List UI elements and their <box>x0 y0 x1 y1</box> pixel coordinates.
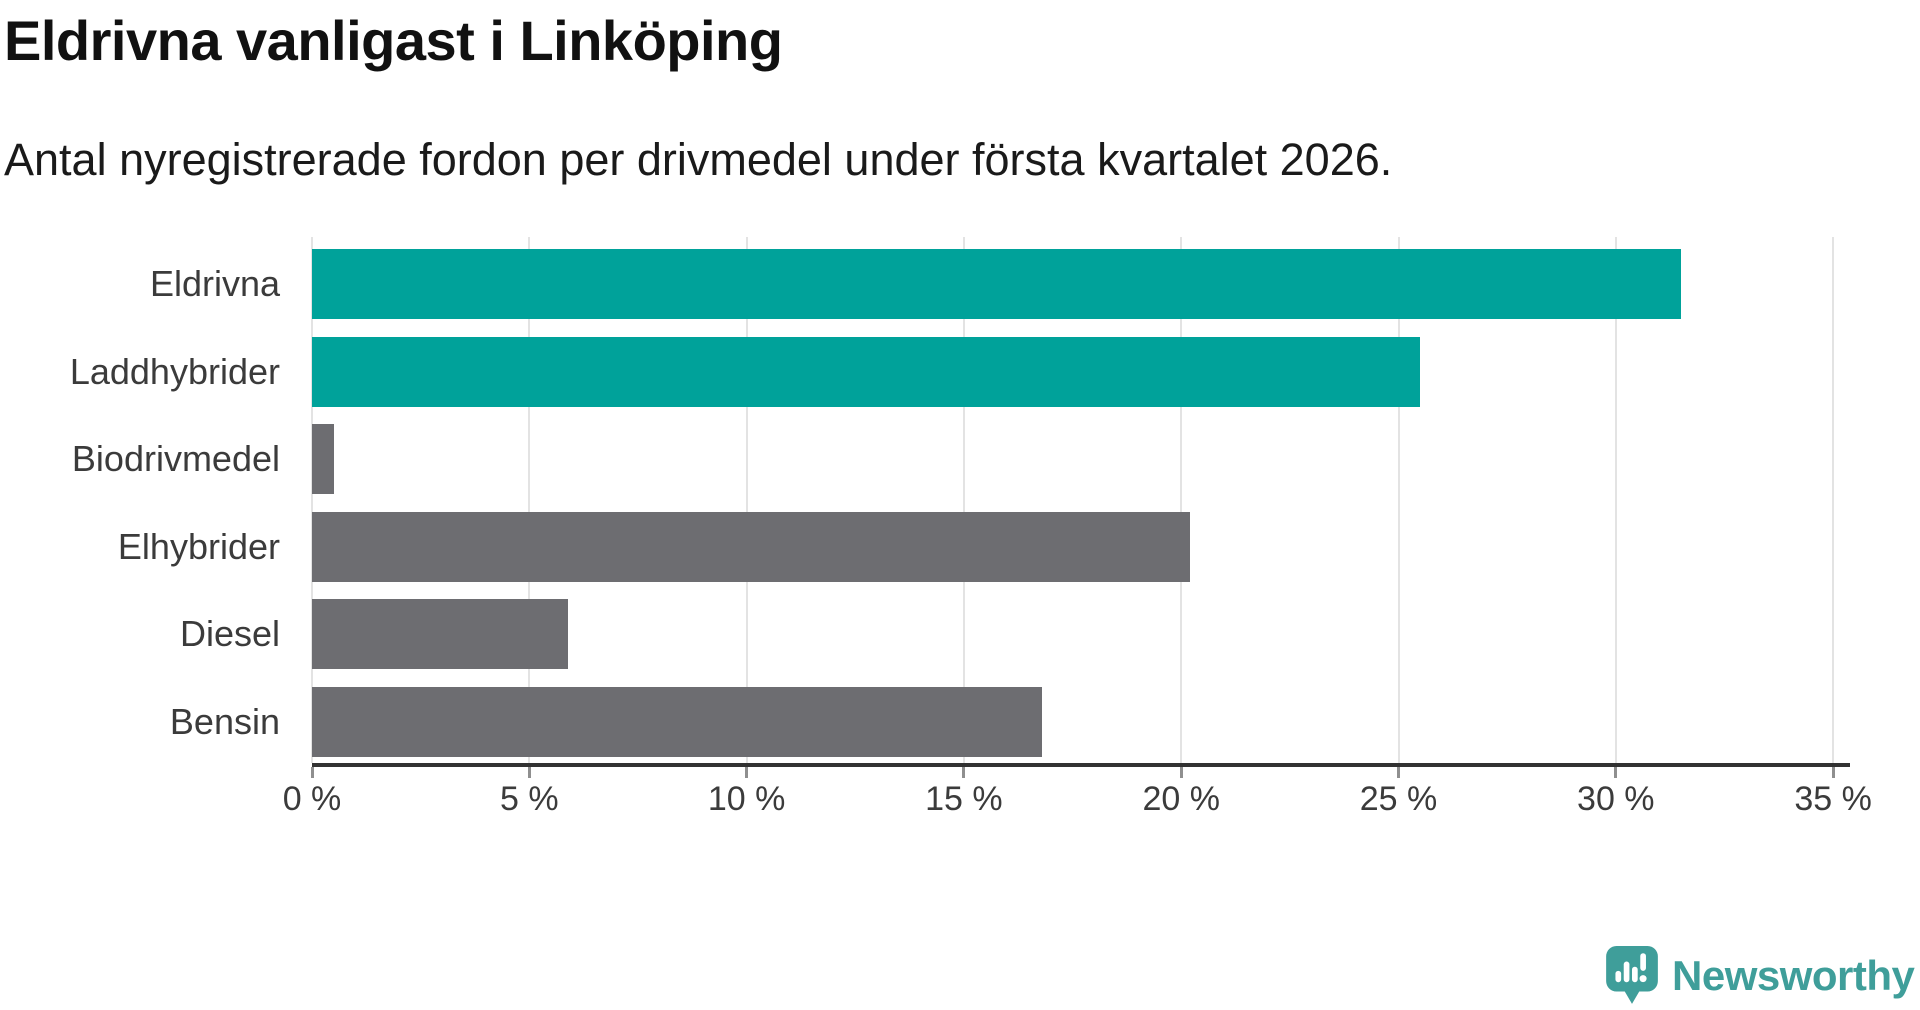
x-tick-label: 35 % <box>1794 780 1872 818</box>
x-gridline <box>1180 237 1183 763</box>
category-label-elhybrider: Elhybrider <box>117 525 280 567</box>
category-label-bensin: Bensin <box>169 701 280 742</box>
x-tick-mark <box>962 767 966 778</box>
x-gridline <box>962 237 965 763</box>
bar-eldrivna <box>312 249 1681 319</box>
bar-elhybrider <box>312 511 1190 582</box>
x-gridline <box>745 237 748 763</box>
category-label-laddhybrider: Laddhybrider <box>69 350 280 392</box>
x-tick-mark <box>1831 767 1835 778</box>
bar-biodrivmedel <box>312 424 334 495</box>
x-gridline <box>1614 237 1617 763</box>
x-axis-line <box>312 763 1851 767</box>
x-tick-label: 10 % <box>707 780 786 818</box>
category-label-diesel: Diesel <box>179 613 280 655</box>
bar-diesel <box>312 599 569 670</box>
chart-subtitle: Antal nyregistrerade fordon per drivmede… <box>4 134 1393 185</box>
x-tick-label: 5 % <box>500 780 559 818</box>
x-tick-mark <box>1397 767 1400 778</box>
newsworthy-logo-icon <box>1606 946 1658 1004</box>
x-tick-label: 0 % <box>282 780 342 818</box>
category-label-eldrivna: Eldrivna <box>149 263 280 304</box>
x-gridline <box>1832 237 1835 763</box>
x-tick-label: 25 % <box>1359 780 1438 818</box>
x-tick-label: 20 % <box>1142 780 1220 818</box>
chart-title: Eldrivna vanligast i Linköping <box>4 9 783 72</box>
newsworthy-logo: Newsworthy <box>1606 946 1915 1006</box>
category-label-biodrivmedel: Biodrivmedel <box>71 438 280 480</box>
x-tick-mark <box>1179 767 1183 778</box>
x-tick-label: 30 % <box>1577 780 1655 818</box>
bar-laddhybrider <box>312 336 1421 407</box>
x-tick-mark <box>745 767 749 778</box>
x-gridline <box>528 237 531 763</box>
x-tick-mark <box>1614 767 1618 778</box>
x-tick-label: 15 % <box>925 780 1003 818</box>
x-gridline <box>311 237 313 763</box>
x-tick-mark <box>527 767 531 778</box>
x-gridline <box>1397 237 1400 763</box>
newsworthy-logo-text: Newsworthy <box>1672 952 1915 999</box>
bar-bensin <box>312 687 1043 757</box>
x-tick-mark <box>310 767 314 778</box>
